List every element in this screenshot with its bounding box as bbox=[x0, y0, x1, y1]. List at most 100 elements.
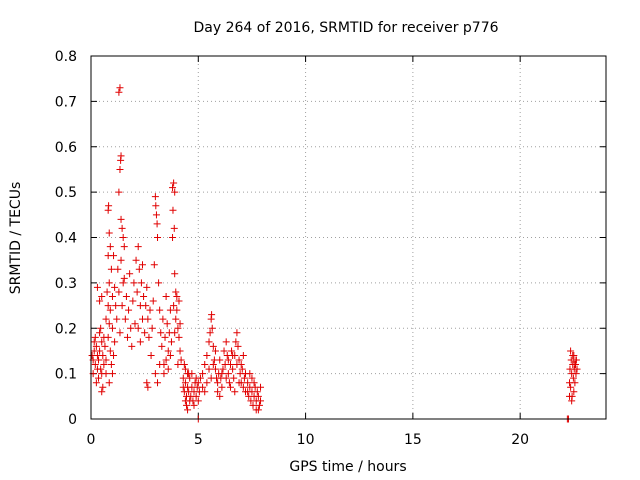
data-point bbox=[134, 243, 142, 251]
data-point bbox=[115, 188, 123, 196]
data-point bbox=[92, 342, 100, 350]
data-point bbox=[208, 311, 216, 319]
data-point bbox=[119, 279, 127, 287]
data-point bbox=[106, 243, 114, 251]
data-point bbox=[570, 356, 578, 364]
data-point bbox=[176, 347, 184, 355]
data-point bbox=[211, 365, 219, 373]
data-point bbox=[214, 388, 222, 396]
data-point bbox=[222, 338, 230, 346]
data-point bbox=[232, 338, 240, 346]
data-point bbox=[145, 333, 153, 341]
data-point bbox=[107, 361, 115, 369]
data-point bbox=[203, 351, 211, 359]
data-point bbox=[254, 406, 262, 414]
data-point bbox=[100, 361, 108, 369]
data-point bbox=[126, 270, 134, 278]
data-point bbox=[105, 229, 113, 237]
data-point bbox=[255, 401, 263, 409]
data-point bbox=[136, 338, 144, 346]
data-point bbox=[118, 302, 126, 310]
data-point bbox=[175, 333, 183, 341]
data-point bbox=[115, 88, 123, 96]
data-point bbox=[171, 329, 179, 337]
data-point bbox=[151, 193, 159, 201]
data-point bbox=[142, 302, 150, 310]
data-point bbox=[93, 283, 101, 291]
data-point bbox=[218, 370, 226, 378]
data-point bbox=[102, 370, 110, 378]
data-point bbox=[571, 379, 579, 387]
data-point bbox=[211, 347, 219, 355]
data-point bbox=[122, 292, 130, 300]
axis-ticks: 0 0.1 0.2 0.3 0.4 0.5 0.6 0.7 0.8 0 5 10 15 20 bbox=[55, 49, 606, 448]
data-point bbox=[244, 379, 252, 387]
data-point bbox=[571, 361, 579, 369]
data-point bbox=[194, 379, 202, 387]
data-point bbox=[160, 370, 168, 378]
data-point bbox=[181, 365, 189, 373]
data-point bbox=[150, 261, 158, 269]
data-point bbox=[229, 365, 237, 373]
y-tick-label: 0 bbox=[68, 412, 77, 428]
data-point bbox=[95, 374, 103, 382]
data-point bbox=[240, 374, 248, 382]
data-point bbox=[120, 274, 128, 282]
data-point bbox=[164, 347, 172, 355]
data-point bbox=[184, 406, 192, 414]
data-point bbox=[181, 397, 189, 405]
data-point bbox=[201, 361, 209, 369]
data-point bbox=[254, 392, 262, 400]
data-point bbox=[177, 356, 185, 364]
data-point bbox=[117, 215, 125, 223]
data-point bbox=[159, 315, 167, 323]
data-point bbox=[123, 333, 131, 341]
data-point bbox=[115, 288, 123, 296]
data-point bbox=[176, 320, 184, 328]
data-point bbox=[117, 256, 125, 264]
data-point bbox=[147, 351, 155, 359]
data-point bbox=[179, 374, 187, 382]
data-point bbox=[91, 361, 99, 369]
data-point bbox=[224, 370, 232, 378]
data-point bbox=[214, 379, 222, 387]
data-point bbox=[99, 351, 107, 359]
data-point bbox=[110, 351, 118, 359]
data-point bbox=[102, 315, 110, 323]
data-point bbox=[116, 329, 124, 337]
data-point bbox=[226, 383, 234, 391]
data-point bbox=[141, 329, 149, 337]
data-point bbox=[570, 388, 578, 396]
y-tick-label: 0.3 bbox=[55, 276, 77, 292]
data-point bbox=[98, 338, 106, 346]
data-point bbox=[120, 243, 128, 251]
data-point bbox=[106, 306, 114, 314]
data-point bbox=[163, 320, 171, 328]
data-point bbox=[152, 202, 160, 210]
data-point bbox=[226, 361, 234, 369]
data-point bbox=[207, 374, 215, 382]
data-point bbox=[229, 351, 237, 359]
data-point bbox=[239, 383, 247, 391]
data-point bbox=[185, 370, 193, 378]
data-point bbox=[91, 333, 99, 341]
data-point bbox=[135, 265, 143, 273]
data-point bbox=[127, 324, 135, 332]
data-point bbox=[166, 351, 174, 359]
data-point bbox=[194, 397, 202, 405]
y-tick-label: 0.2 bbox=[55, 321, 77, 337]
data-point bbox=[119, 234, 127, 241]
data-point bbox=[199, 370, 207, 378]
data-point bbox=[167, 338, 175, 346]
data-point bbox=[98, 292, 106, 300]
data-point bbox=[209, 361, 217, 369]
data-point bbox=[155, 279, 163, 287]
data-point bbox=[146, 306, 154, 314]
data-point bbox=[230, 374, 238, 382]
data-points bbox=[88, 84, 581, 423]
data-point bbox=[222, 374, 230, 382]
data-point bbox=[96, 329, 104, 337]
x-axis-label: GPS time / hours bbox=[289, 459, 406, 475]
x-tick-label: 0 bbox=[87, 432, 96, 448]
